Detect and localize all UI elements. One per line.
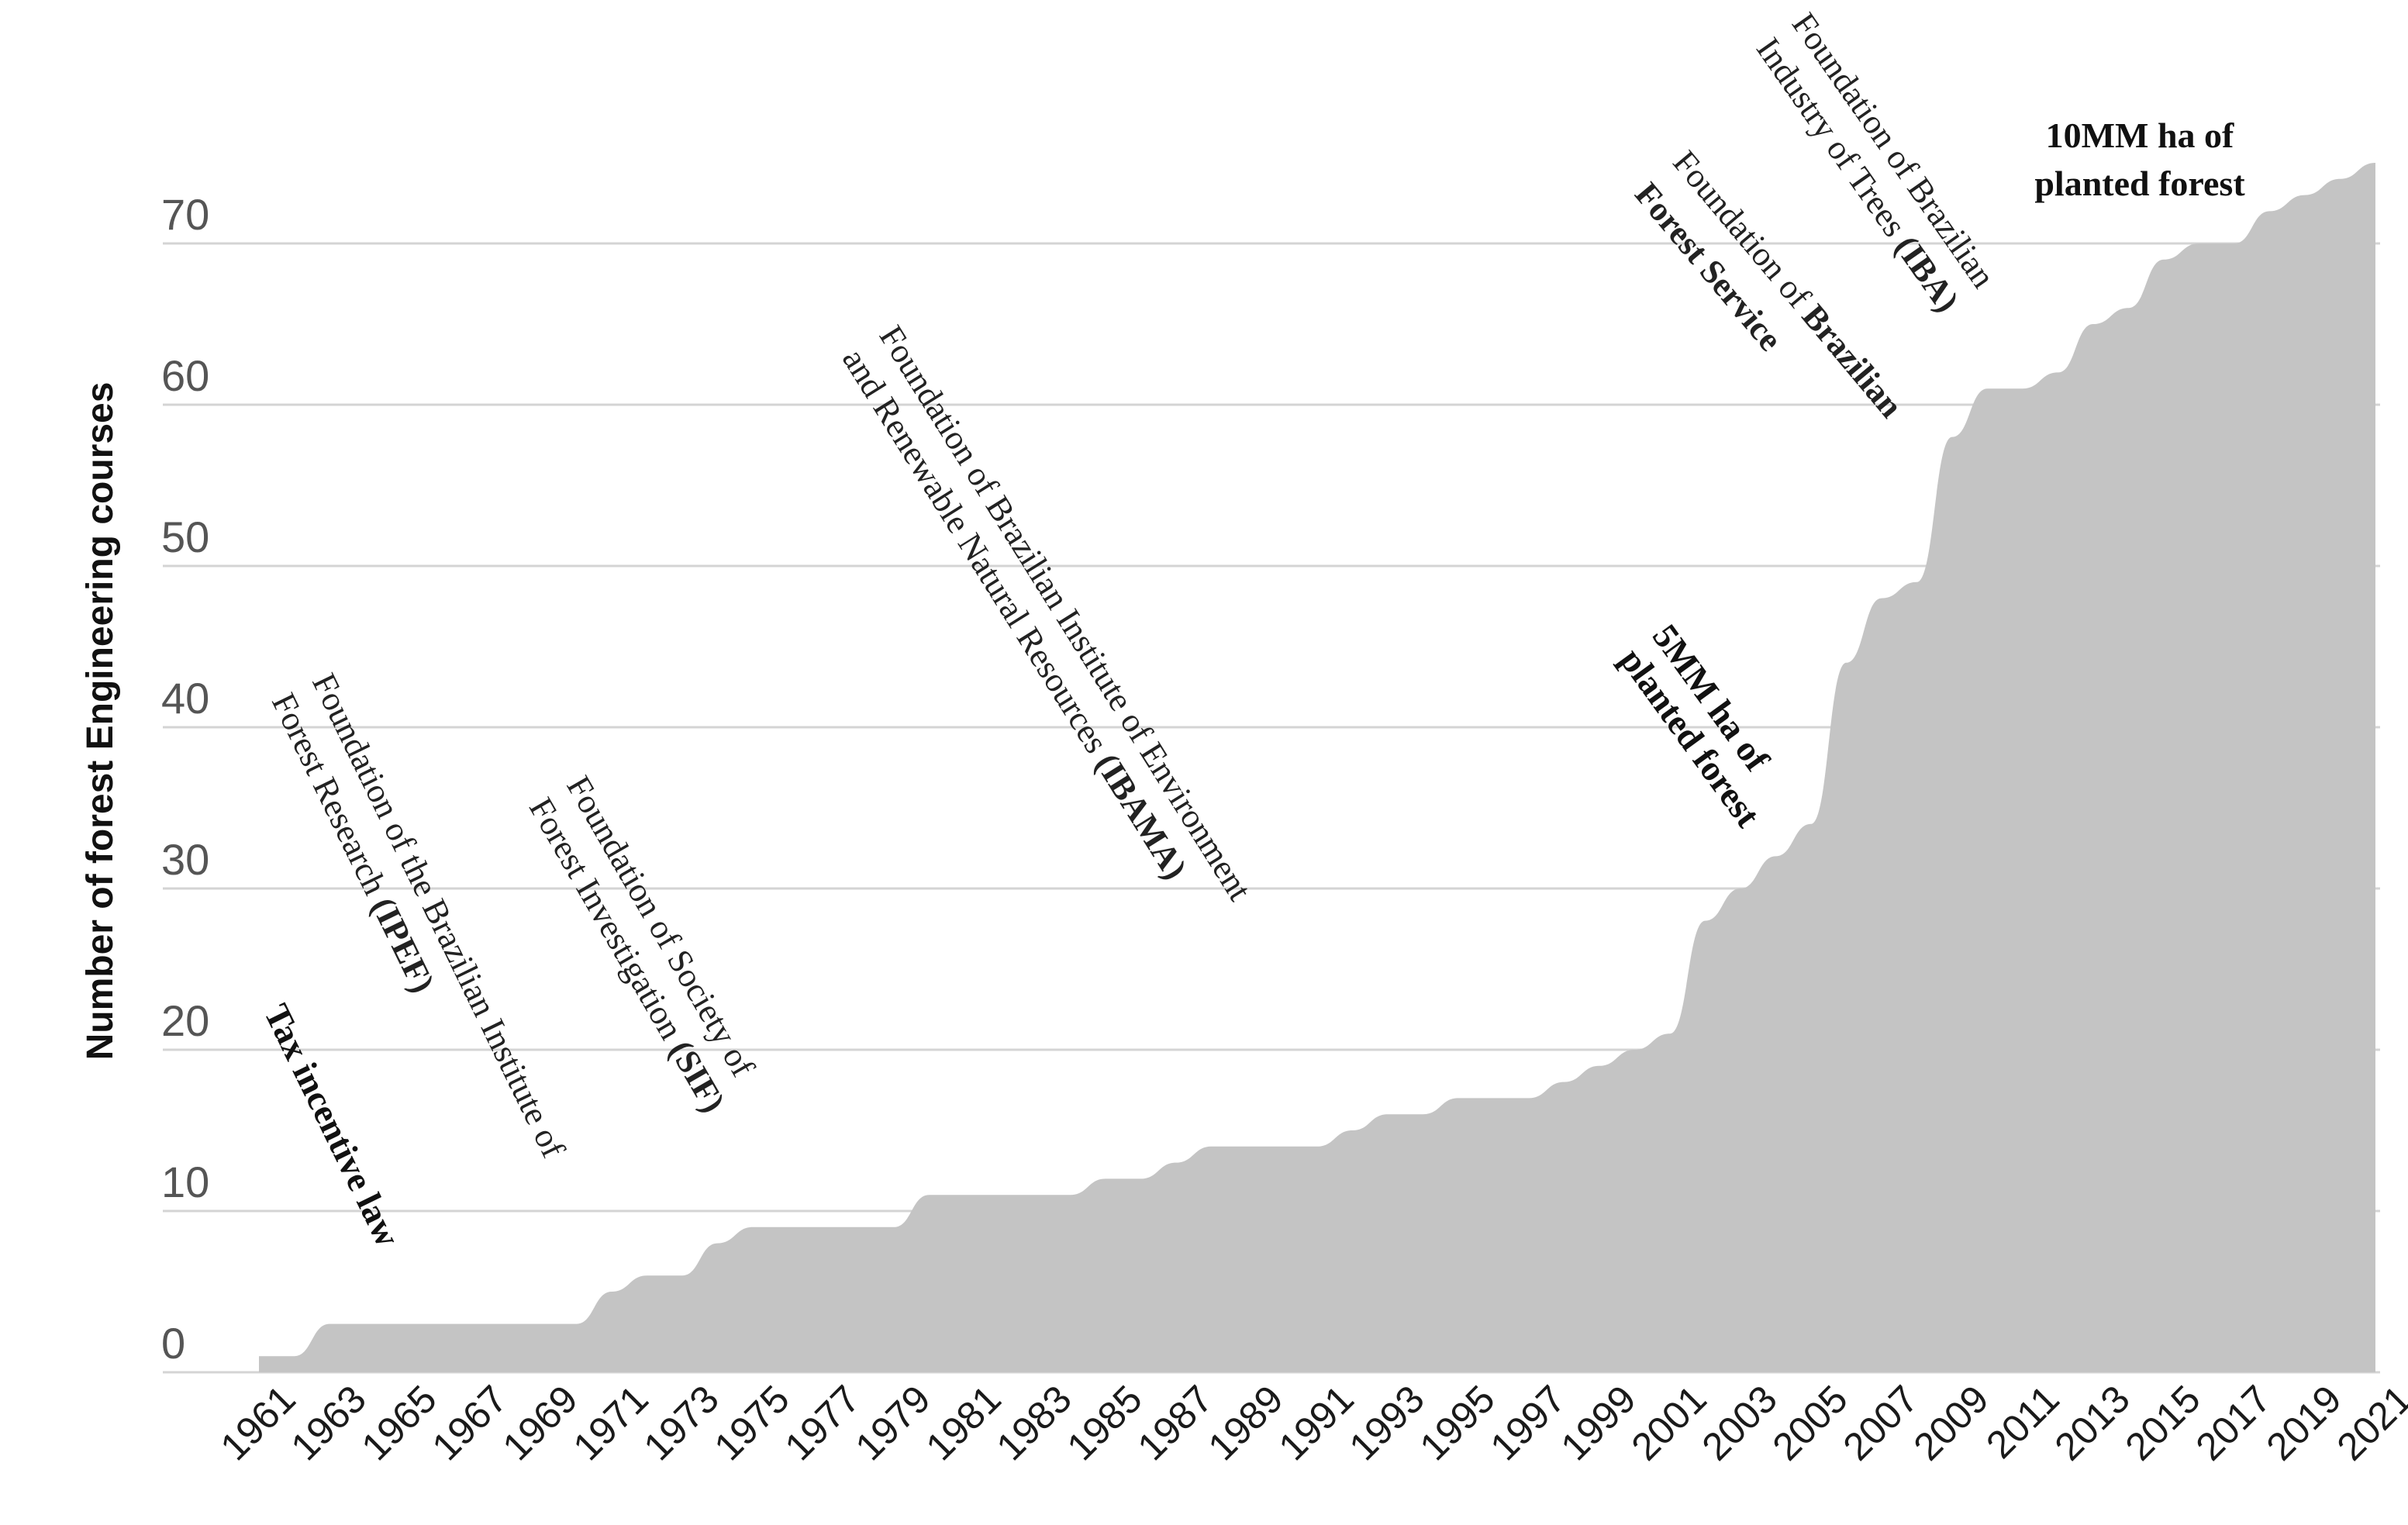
x-tick-label: 2015 [2117,1377,2209,1468]
x-tick-label: 2011 [1978,1377,2068,1467]
annotation-segment: 10MM ha of [2046,116,2234,155]
annotation-tax-incentive: Tax incentive law [257,998,408,1253]
x-tick-label: 1985 [1059,1377,1151,1468]
x-tick-label: 1965 [354,1377,445,1468]
x-tick-label: 2005 [1765,1377,1856,1468]
annotation-line: planted forest [2034,164,2245,203]
x-tick-label: 1999 [1553,1377,1644,1468]
annotation-segment: planted forest [2034,164,2245,203]
x-tick-label: 2009 [1906,1377,1997,1468]
x-tick-label: 2013 [2047,1377,2138,1468]
y-tick-label: 0 [161,1319,185,1368]
y-axis-ticks: 0 10 20 30 40 50 60 70 [161,190,209,1368]
x-tick-label: 1979 [847,1377,939,1468]
x-tick-label: 2017 [2188,1377,2279,1468]
grid-lines [163,242,2380,1374]
x-tick-label: 1967 [424,1377,516,1468]
x-tick-label: 1961 [212,1377,304,1468]
x-tick-label: 2001 [1623,1377,1715,1468]
x-tick-label: 1975 [706,1377,798,1468]
annotation-segment: Tax incentive law [257,998,408,1253]
annotation-segment: Foundation of Brazilian Institute of Env… [872,319,1259,907]
x-tick-label: 2007 [1835,1377,1927,1468]
y-tick-label: 10 [161,1158,209,1206]
y-tick-label: 60 [161,351,209,400]
x-axis-ticks: 1961196319651967196919711973197519771979… [212,1377,2408,1468]
y-tick-label: 70 [161,190,209,239]
x-tick-label: 1991 [1271,1377,1362,1468]
y-tick-label: 50 [161,512,209,561]
annotation-segment: Foundation of the Brazilian Institute of [305,668,573,1164]
x-tick-label: 1993 [1341,1377,1433,1468]
annotation-line: 10MM ha of [2046,116,2234,155]
area-series [259,163,2375,1372]
x-tick-label: 1983 [988,1377,1080,1468]
x-tick-label: 2021 [2329,1377,2408,1468]
x-tick-label: 1963 [283,1377,374,1468]
x-tick-label: 1977 [777,1377,868,1468]
x-tick-label: 1981 [918,1377,1009,1468]
x-tick-label: 1987 [1130,1377,1221,1468]
y-tick-label: 30 [161,835,209,884]
x-tick-label: 1989 [1200,1377,1292,1468]
annotation-line: Foundation of the Brazilian Institute of [305,668,573,1164]
x-tick-label: 1973 [636,1377,727,1468]
x-tick-label: 2003 [1694,1377,1785,1468]
x-tick-label: 2019 [2258,1377,2350,1468]
annotation-line: Tax incentive law [257,998,408,1253]
y-axis-label: Number of forest Engineering courses [80,382,121,1061]
area-fill [259,163,2375,1372]
annotation-line: Foundation of Brazilian Institute of Env… [872,319,1259,907]
y-tick-label: 40 [161,674,209,723]
x-tick-label: 1969 [495,1377,586,1468]
y-tick-label: 20 [161,996,209,1045]
x-tick-label: 1995 [1412,1377,1503,1468]
annotation-10mm: 10MM ha of planted forest [2034,116,2245,203]
x-tick-label: 1997 [1482,1377,1574,1468]
x-tick-label: 1971 [565,1377,657,1468]
annotation-ibama: Foundation of Brazilian Institute of Env… [835,319,1259,907]
annotation-line: and Renewable Natural Resources (IBAMA) [835,342,1195,886]
